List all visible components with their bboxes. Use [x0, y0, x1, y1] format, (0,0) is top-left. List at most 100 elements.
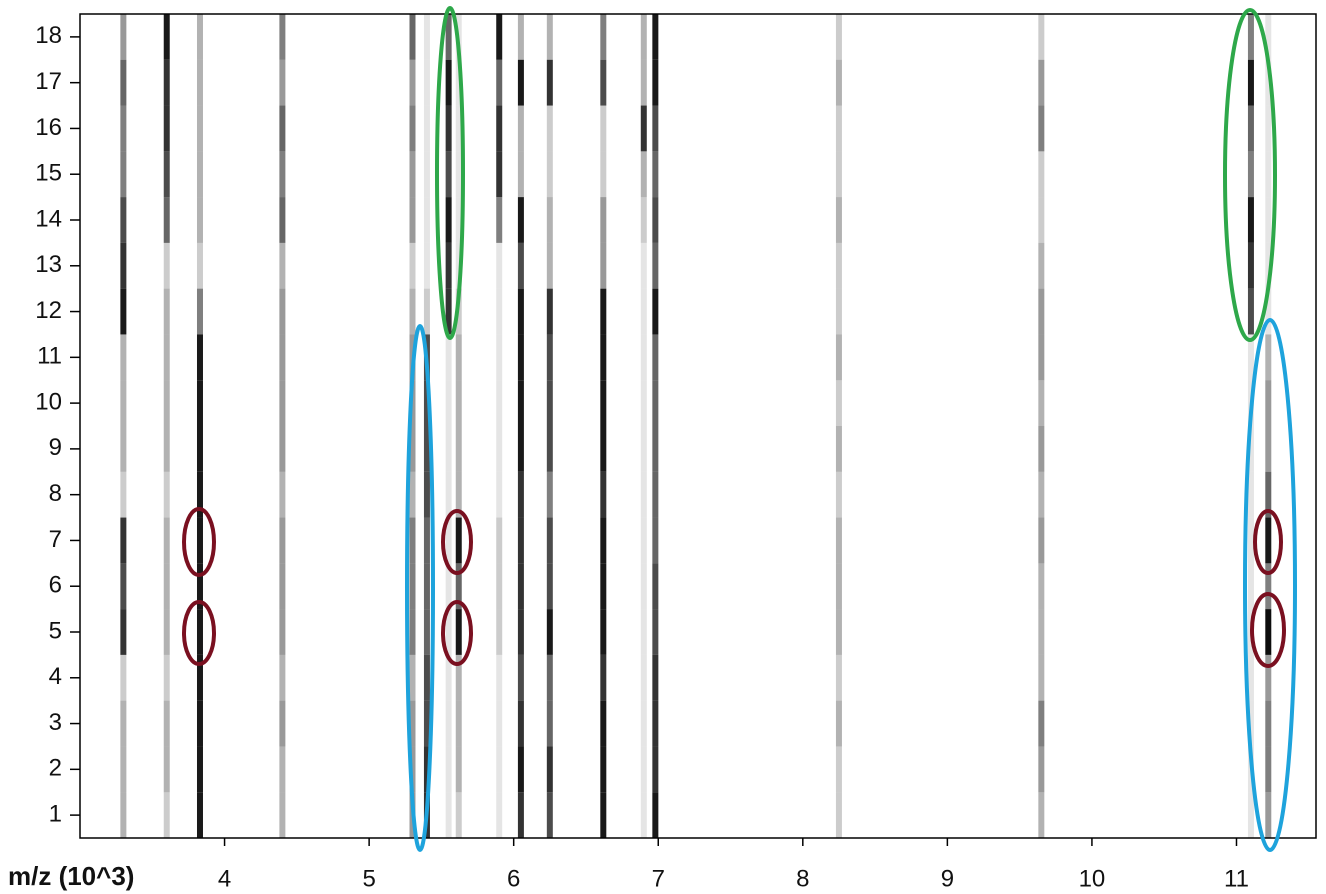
band: [652, 746, 659, 793]
band: [652, 792, 659, 838]
band: [640, 609, 647, 655]
band: [546, 517, 553, 564]
band: [546, 471, 553, 518]
band: [196, 426, 203, 472]
band: [409, 654, 416, 701]
band: [1265, 563, 1272, 610]
y-tick-label: 9: [49, 434, 62, 461]
band: [455, 700, 462, 747]
highlight-ellipse: [1243, 318, 1297, 852]
band: [196, 380, 203, 426]
y-tick-label: 7: [49, 526, 62, 553]
band: [279, 59, 286, 106]
band: [1038, 105, 1045, 152]
band: [496, 288, 503, 335]
band: [496, 59, 503, 106]
band: [496, 746, 503, 793]
band: [835, 792, 842, 838]
band: [455, 471, 462, 518]
highlight-ellipse: [1250, 592, 1286, 668]
band: [120, 334, 127, 381]
band: [120, 700, 127, 747]
band: [600, 14, 607, 60]
band: [196, 197, 203, 243]
band: [279, 609, 286, 655]
band: [640, 197, 647, 243]
band: [496, 242, 503, 289]
band: [163, 334, 170, 381]
band: [279, 700, 286, 747]
band: [835, 380, 842, 426]
band: [1038, 654, 1045, 701]
band: [1038, 426, 1045, 472]
band: [455, 334, 462, 381]
band: [600, 563, 607, 610]
band: [1247, 197, 1254, 243]
band: [409, 151, 416, 198]
band: [652, 59, 659, 106]
band: [600, 517, 607, 564]
band: [517, 426, 524, 472]
y-tick-label: 12: [35, 297, 62, 324]
band: [163, 471, 170, 518]
band: [496, 14, 503, 60]
highlight-ellipse: [1223, 8, 1277, 342]
band: [423, 517, 430, 564]
band: [163, 151, 170, 198]
band: [546, 288, 553, 335]
band: [1247, 288, 1254, 335]
band: [546, 380, 553, 426]
band: [600, 242, 607, 289]
band: [423, 654, 430, 701]
band: [652, 14, 659, 60]
band: [1038, 471, 1045, 518]
band: [279, 334, 286, 381]
band: [496, 426, 503, 472]
band: [163, 609, 170, 655]
band: [1265, 105, 1272, 152]
band: [423, 14, 430, 60]
y-tick-label: 2: [49, 755, 62, 782]
band: [445, 151, 452, 198]
y-tick-label: 10: [35, 388, 62, 415]
band: [1038, 792, 1045, 838]
band: [1038, 746, 1045, 793]
band: [1265, 197, 1272, 243]
band: [445, 334, 452, 381]
band: [600, 151, 607, 198]
band: [423, 426, 430, 472]
band: [517, 746, 524, 793]
band: [445, 471, 452, 518]
band: [1038, 59, 1045, 106]
band: [546, 654, 553, 701]
band: [517, 654, 524, 701]
band: [120, 471, 127, 518]
band: [1247, 471, 1254, 518]
band: [455, 792, 462, 838]
band: [640, 105, 647, 152]
band: [279, 746, 286, 793]
band: [423, 746, 430, 793]
band: [445, 563, 452, 610]
band: [196, 654, 203, 701]
band: [423, 471, 430, 518]
band: [120, 426, 127, 472]
band: [445, 105, 452, 152]
band: [163, 288, 170, 335]
band: [496, 654, 503, 701]
band: [517, 517, 524, 564]
band: [1265, 609, 1272, 655]
band: [835, 746, 842, 793]
band: [496, 563, 503, 610]
band: [496, 700, 503, 747]
band: [835, 471, 842, 518]
band: [196, 151, 203, 198]
band: [517, 334, 524, 381]
band: [600, 288, 607, 335]
band: [517, 288, 524, 335]
band: [163, 59, 170, 106]
band: [279, 471, 286, 518]
band: [1038, 197, 1045, 243]
band: [455, 609, 462, 655]
